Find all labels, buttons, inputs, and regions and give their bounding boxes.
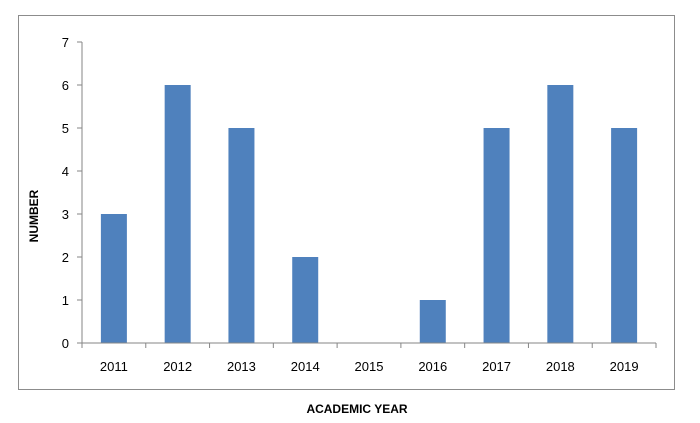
y-tick-label: 4 <box>62 164 69 179</box>
bar-2017 <box>483 128 510 343</box>
x-tick-label: 2019 <box>610 359 639 374</box>
bar-2014 <box>292 257 319 343</box>
x-tick-label: 2013 <box>227 359 256 374</box>
x-tick-label: 2014 <box>291 359 320 374</box>
x-tick-label: 2018 <box>546 359 575 374</box>
y-axis-title: NUMBER <box>27 189 41 242</box>
x-tick-label: 2015 <box>355 359 384 374</box>
bars-group <box>100 85 638 343</box>
x-axis-ticks: 2011 2012 2013 2014 2015 2016 2017 2018 2019 <box>81 343 657 374</box>
y-tick-label: 0 <box>62 336 69 351</box>
y-axis-ticks: 0 1 2 3 4 5 6 7 <box>62 35 82 351</box>
x-tick-label: 2017 <box>482 359 511 374</box>
y-tick-label: 2 <box>62 250 69 265</box>
bar-2016 <box>419 300 446 343</box>
y-tick-label: 5 <box>62 121 69 136</box>
bar-2012 <box>164 85 191 343</box>
bar-2019 <box>611 128 638 343</box>
x-tick-label: 2012 <box>163 359 192 374</box>
x-tick-label: 2016 <box>418 359 447 374</box>
y-tick-label: 3 <box>62 207 69 222</box>
y-tick-label: 7 <box>62 35 69 50</box>
x-tick-label: 2011 <box>100 359 128 374</box>
x-axis-title: ACADEMIC YEAR <box>306 402 407 416</box>
bar-2011 <box>100 214 127 343</box>
y-tick-label: 1 <box>62 293 69 308</box>
y-tick-label: 6 <box>62 78 69 93</box>
bar-2018 <box>547 85 574 343</box>
bar-2013 <box>228 128 255 343</box>
